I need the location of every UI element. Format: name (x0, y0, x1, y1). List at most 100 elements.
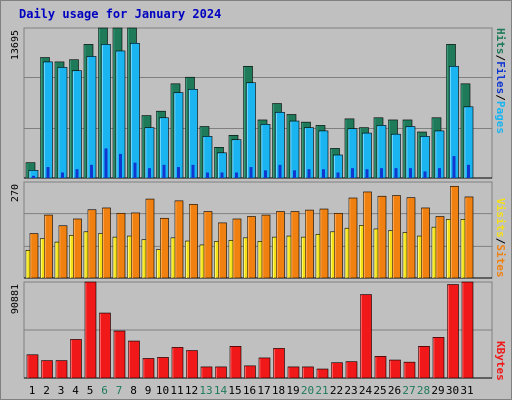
x-tick-day-17: 17 (257, 384, 270, 397)
bar-pages-day-7 (119, 153, 122, 178)
bar-pages-day-3 (61, 172, 64, 178)
legend-visits-sites-word-0: Visits (494, 198, 507, 238)
bar-kbytes-day-5 (84, 281, 97, 379)
bar-kbytes-day-11-body (171, 347, 184, 379)
bar-sites-day-30-body (450, 185, 459, 279)
bar-kbytes-day-12-body (186, 350, 198, 379)
bar-sites-day-23 (348, 197, 358, 279)
bar-files-day-8 (130, 42, 140, 179)
legend-visits-sites: Visits/Sites (494, 198, 507, 278)
bar-sites-day-24-body (363, 191, 372, 279)
legend-hits-files-pages: Hits/Files/Pages (494, 28, 507, 134)
bar-sites-day-29 (435, 216, 445, 279)
bar-sites-day-21-body (319, 208, 329, 279)
bar-files-day-13-body (202, 136, 213, 179)
bar-sites-day-20-body (305, 209, 314, 279)
bar-kbytes-day-19-body (287, 366, 300, 379)
bar-sites-day-5 (87, 209, 97, 279)
x-tick-day-13: 13 (199, 384, 212, 397)
bar-files-day-11 (173, 92, 184, 179)
bar-files-day-16-body (246, 82, 256, 179)
bar-sites-day-31 (464, 196, 474, 279)
bar-sites-day-11-body (174, 200, 184, 279)
x-tick-day-24: 24 (359, 384, 373, 397)
legend-hits-files-pages-text: Hits/Files/Pages (494, 28, 507, 134)
bar-pages-day-1 (32, 175, 35, 178)
bar-sites-day-20 (305, 209, 314, 279)
bar-sites-day-27 (406, 197, 416, 279)
bar-files-day-16 (246, 82, 256, 179)
bar-files-day-15-body (231, 139, 242, 179)
bar-pages-day-25 (380, 168, 383, 178)
bar-kbytes-day-29 (432, 337, 445, 379)
bar-kbytes-day-2 (41, 360, 53, 379)
bar-sites-day-28 (421, 207, 430, 279)
bar-kbytes-day-12 (186, 350, 198, 379)
x-tick-day-28: 28 (417, 384, 430, 397)
x-tick-day-30: 30 (446, 384, 459, 397)
bar-kbytes-day-2-body (41, 360, 53, 379)
bar-sites-day-8-body (131, 212, 140, 279)
bar-sites-day-15 (232, 218, 242, 279)
bar-pages-day-10 (162, 164, 166, 178)
bar-sites-day-6-body (102, 207, 111, 279)
bar-kbytes-day-10 (157, 357, 169, 379)
ytick-visits-sites: 270 (10, 184, 21, 202)
bar-sites-day-10 (160, 217, 169, 279)
legend-visits-sites-word-2: Sites (494, 244, 507, 277)
x-tick-day-15: 15 (228, 384, 241, 397)
bar-sites-day-28-body (421, 207, 430, 279)
legend-hits-files-pages-word-0: Hits (494, 28, 507, 55)
bar-files-day-8-body (130, 42, 140, 179)
bar-files-day-2 (43, 61, 53, 179)
legend-hits-files-pages-word-4: Pages (494, 101, 507, 134)
bar-files-day-5-body (86, 56, 97, 179)
bar-files-day-11-body (173, 92, 184, 179)
bar-kbytes-day-20-body (302, 366, 314, 379)
x-tick-day-26: 26 (388, 384, 401, 397)
x-tick-day-19: 19 (286, 384, 299, 397)
bar-pages-day-15 (235, 172, 238, 178)
bar-sites-day-5-body (87, 209, 97, 279)
x-tick-day-12: 12 (185, 384, 198, 397)
bar-kbytes-day-17 (258, 357, 271, 379)
bar-sites-day-27-body (406, 197, 416, 279)
x-tick-day-1: 1 (29, 384, 36, 397)
bar-pages-day-12 (191, 164, 195, 178)
bar-sites-day-13-body (203, 211, 213, 279)
bar-files-day-15 (231, 139, 242, 179)
bar-kbytes-day-18-body (273, 348, 285, 379)
bar-sites-day-12-body (189, 204, 198, 279)
legend-hits-files-pages-word-1: / (494, 55, 507, 62)
bar-pages-day-9 (148, 168, 151, 178)
bar-pages-day-4 (75, 169, 79, 178)
bar-files-day-3 (57, 67, 68, 179)
bar-sites-day-4-body (73, 218, 82, 279)
bar-sites-day-14-body (218, 222, 227, 279)
bar-sites-day-17 (261, 214, 271, 279)
bar-pages-day-13 (206, 172, 209, 178)
bar-kbytes-day-25 (374, 356, 387, 379)
x-tick-day-7: 7 (116, 384, 123, 397)
bar-kbytes-day-29-body (432, 337, 445, 379)
ytick-kbytes: 90881 (10, 284, 21, 314)
bar-sites-day-22-body (334, 212, 343, 279)
bar-kbytes-day-14-body (215, 366, 227, 379)
bar-sites-day-24 (363, 191, 372, 279)
bar-sites-day-8 (131, 212, 140, 279)
bar-sites-day-30 (450, 185, 459, 279)
bar-kbytes-day-6 (99, 312, 111, 379)
bar-sites-day-9 (145, 198, 155, 279)
bar-sites-day-17-body (261, 214, 271, 279)
bar-sites-day-16-body (247, 216, 256, 279)
x-tick-day-4: 4 (72, 384, 79, 397)
bar-files-day-3-body (57, 67, 68, 179)
bar-kbytes-day-9 (142, 358, 155, 379)
bar-sites-day-1-body (29, 233, 39, 279)
bar-kbytes-day-13 (200, 366, 213, 379)
legend-hits-files-pages-word-3: / (494, 94, 507, 101)
bar-files-day-13 (202, 136, 213, 179)
x-tick-day-23: 23 (344, 384, 357, 397)
bar-files-day-4-body (72, 70, 82, 179)
